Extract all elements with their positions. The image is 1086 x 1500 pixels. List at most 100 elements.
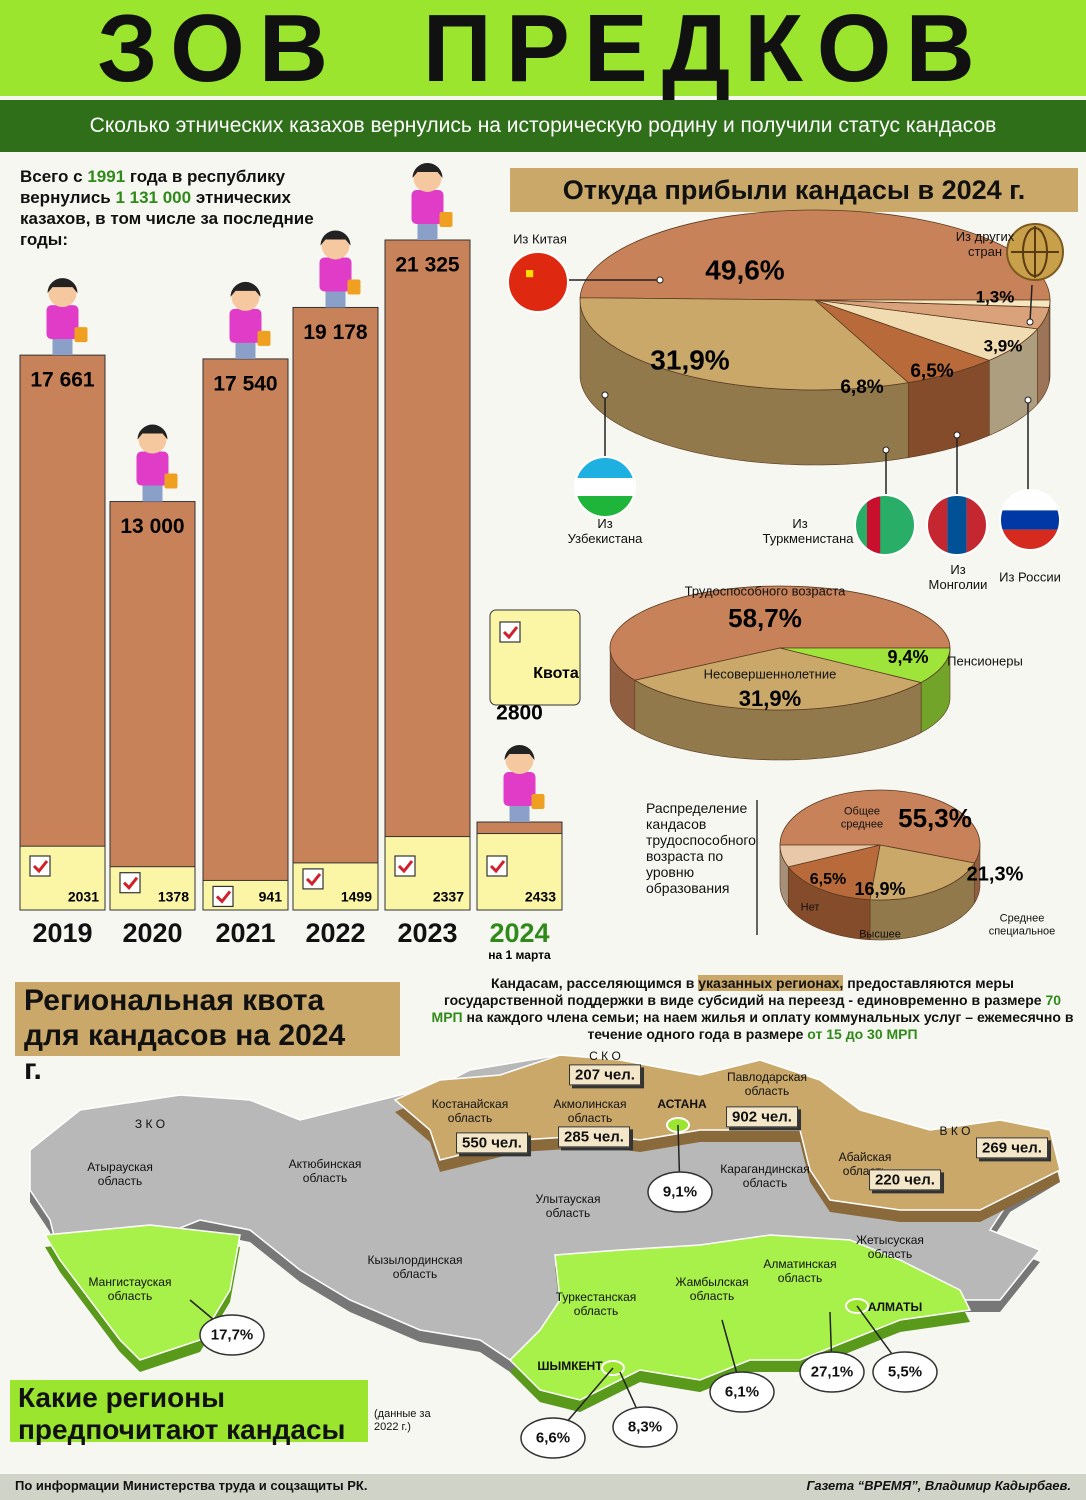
region-label: АЛМАТЫ [867,1300,923,1315]
icon-part [229,308,262,343]
intro-text: Всего с [20,167,88,186]
map-subtitle-note: (данные за 2022 г.) [374,1408,431,1433]
quota-label: 2337 [433,889,464,905]
icon-part [319,257,352,292]
icon-part [137,424,168,440]
region-share: 5,5% [887,1363,923,1381]
icon-part [230,281,261,297]
region-label: ШЫМКЕНТ [537,1359,603,1374]
value-label: 16,9% [854,879,905,899]
subtitle-band [0,100,1086,152]
value-label: 1,3% [976,287,1015,306]
category-label: Из Туркменистана [762,516,854,546]
map-title: Региональная квота для кандасов на 2024 … [24,984,346,1086]
region-label: Улытауская область [535,1192,601,1220]
pie-slice [787,844,881,901]
checkbox [29,855,51,877]
pie-slice [579,297,910,391]
connector-dot [1026,318,1034,326]
region-label: АСТАНА [657,1097,707,1112]
connector-dot [1024,396,1032,404]
region-label: Актюбинская область [288,1157,362,1185]
category-note: на 1 марта [488,948,551,962]
category-label: Из других стран [955,229,1015,259]
value-label: 21,3% [967,863,1024,885]
share-bubble [709,1371,775,1413]
icon-part [439,212,453,227]
region-label: З К О [134,1117,166,1132]
region-label: В К О [939,1124,971,1139]
category-label: Нет [800,901,820,914]
connector-dot [601,391,609,399]
check-mark [502,626,519,640]
flag-border [574,456,636,518]
map-south [508,1234,972,1401]
legend-label: Квота [533,665,579,682]
check-mark [122,876,139,890]
connector [1029,284,1033,323]
quota-label: 941 [259,889,283,905]
category-label: Из России [999,569,1061,585]
category-label: Из Китая [513,231,567,247]
flag-part [1000,490,1060,511]
x-tick-label: 2019 [32,918,92,948]
region-quota: 285 чел. [558,1126,630,1148]
map-note: Кандасам, расселяющимся в указанных реги… [430,975,1075,1043]
region-quota: 550 чел. [456,1132,528,1154]
flag-part [526,270,534,278]
subtitle: Сколько этнических казахов вернулись на … [89,114,997,137]
checkbox [302,868,324,890]
value-label: 21 325 [395,254,460,277]
category-label: Трудоспособного возраста [684,583,846,599]
share-bubble [520,1417,586,1459]
checkbox [486,855,508,877]
icon-part [325,289,346,308]
icon-part [504,745,535,761]
checkbox [499,621,521,643]
pie-slice [779,647,951,683]
flag-part [867,495,881,555]
note-text: на каждого члена семьи; на наем жилья и … [462,1009,1074,1042]
person-icon [229,281,271,359]
region-quota: 220 чел. [869,1169,941,1191]
region-share: 27,1% [810,1363,854,1381]
x-tick-label: 2021 [215,918,275,948]
bar [19,354,106,911]
value-label: 19 178 [303,321,368,344]
intro-number: 1 131 000 [115,188,192,207]
category-label: Из Узбекистана [567,516,643,546]
icon-part [46,305,79,340]
chart-title: Распределение кандасов трудоспособного в… [646,800,756,897]
value-label: 31,9% [739,686,801,711]
value-label: 13 000 [120,515,184,538]
bar [384,239,471,911]
connector-dot [953,431,961,439]
connector-dot [882,446,890,454]
map-west [43,1224,241,1361]
flag-border [854,494,916,556]
note-highlight: указанных регионах, [698,975,844,991]
pie-slice [633,647,923,711]
x-tick-label: 2022 [305,918,365,948]
value-label: 17 661 [30,369,95,392]
icon-part [411,190,444,224]
quota-label: 1499 [341,889,372,905]
region-share: 6,6% [535,1429,571,1447]
note-text: предоставляются меры государственной под… [443,975,1046,1008]
icon-part [412,163,443,178]
title-banner [15,982,400,1056]
region-label: Костанайская область [431,1097,509,1125]
category-label: Пенсионеры [947,653,1023,669]
category-label: Среднее специальное [988,912,1056,937]
pie-slice [814,299,1051,308]
value-label: 9,4% [887,647,928,667]
quota-label: 1378 [158,889,189,905]
icon-part [320,230,351,246]
slice-side [1048,299,1051,383]
value-label: 17 540 [213,372,277,395]
flag-part [575,496,635,517]
footer-source: По информации Министерства труда и соцза… [15,1478,368,1493]
region-label: Жетысуская область [856,1233,924,1261]
